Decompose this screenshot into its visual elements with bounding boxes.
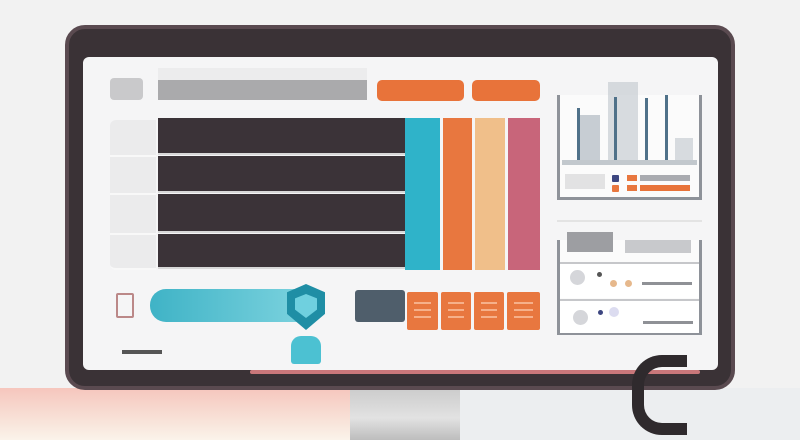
primary-button[interactable] bbox=[377, 80, 464, 101]
status-dot bbox=[598, 310, 603, 315]
chart-line bbox=[645, 98, 648, 165]
avatar bbox=[573, 310, 588, 325]
row-label bbox=[110, 235, 156, 270]
progress-pill[interactable] bbox=[150, 289, 310, 322]
orange-card[interactable] bbox=[507, 292, 540, 330]
screen-edge-highlight bbox=[250, 370, 700, 374]
legend-swatch bbox=[627, 185, 637, 191]
status-dot bbox=[597, 272, 602, 277]
search-input[interactable] bbox=[158, 80, 367, 100]
row-label bbox=[110, 157, 156, 195]
wall-background bbox=[460, 388, 800, 440]
monitor-stand bbox=[350, 385, 460, 440]
chart-line bbox=[665, 95, 668, 165]
list-item-bar bbox=[642, 282, 692, 285]
orange-card[interactable] bbox=[441, 292, 471, 330]
row-label bbox=[110, 120, 156, 157]
legend-dot bbox=[612, 175, 619, 182]
cable-icon bbox=[632, 355, 687, 435]
lamp-base bbox=[291, 336, 321, 364]
app-logo-icon bbox=[110, 78, 143, 100]
shield-inner bbox=[295, 294, 317, 318]
divider bbox=[557, 220, 702, 222]
column-cyan bbox=[405, 118, 440, 270]
chart-line bbox=[577, 108, 580, 165]
row-label bbox=[110, 195, 156, 235]
orange-card[interactable] bbox=[407, 292, 438, 330]
table-row[interactable] bbox=[158, 234, 405, 269]
floor-background bbox=[0, 388, 380, 440]
table-row[interactable] bbox=[158, 118, 405, 155]
list-header-bar bbox=[625, 240, 691, 253]
slate-button[interactable] bbox=[355, 290, 405, 322]
table-row[interactable] bbox=[158, 156, 405, 193]
orange-card[interactable] bbox=[474, 292, 504, 330]
search-bar-top[interactable] bbox=[158, 68, 367, 80]
status-dot bbox=[609, 307, 619, 317]
chart-bar bbox=[675, 138, 693, 165]
device-icon bbox=[116, 293, 134, 318]
column-orange bbox=[443, 118, 472, 270]
list-tab[interactable] bbox=[567, 232, 613, 252]
legend-swatch bbox=[627, 175, 637, 181]
small-indicator bbox=[122, 350, 162, 354]
chart-bar bbox=[608, 82, 638, 165]
legend-dot bbox=[612, 185, 619, 192]
table-row[interactable] bbox=[158, 194, 405, 233]
column-pink bbox=[508, 118, 540, 270]
legend-bar bbox=[640, 175, 690, 181]
legend-bar bbox=[640, 185, 690, 191]
list-item-bar bbox=[643, 321, 693, 324]
chart-line bbox=[614, 97, 617, 165]
column-peach bbox=[475, 118, 505, 270]
chart-axis bbox=[562, 160, 697, 165]
status-dot bbox=[610, 280, 617, 287]
status-dot bbox=[625, 280, 632, 287]
chart-bar bbox=[580, 115, 600, 165]
legend-box bbox=[565, 174, 605, 189]
secondary-button[interactable] bbox=[472, 80, 540, 101]
avatar bbox=[570, 270, 585, 285]
